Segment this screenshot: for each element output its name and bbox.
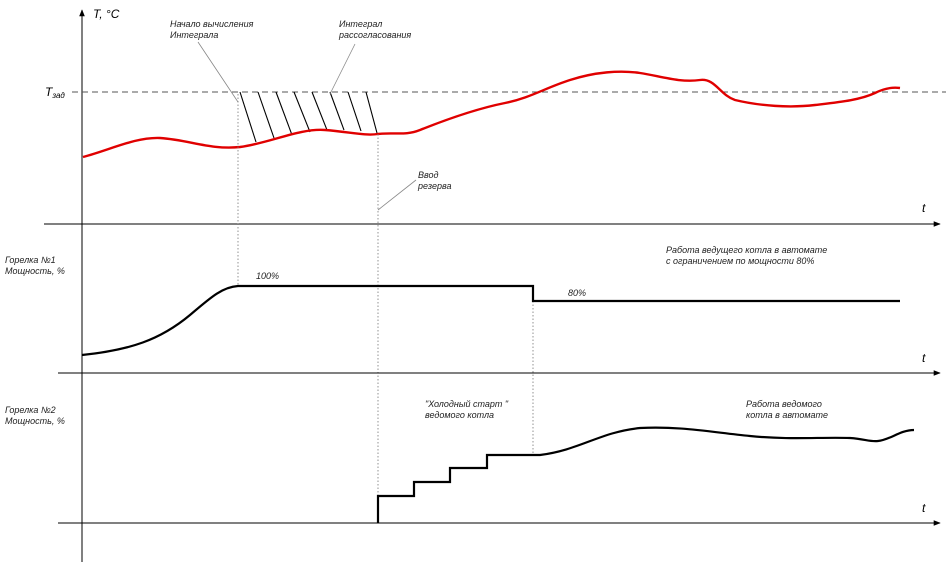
setpoint-label: Tзад: [45, 85, 65, 100]
integral-start-leader: [197, 41, 239, 103]
top-time-label: t: [922, 201, 926, 215]
burner1-level-80: 80%: [568, 288, 586, 298]
burner1-power-curve: [81, 284, 900, 357]
burner1-note-line1: Работа ведущего котла в автомате: [666, 245, 827, 255]
reserve-note-line1: Ввод: [418, 170, 439, 180]
cold-start-note-line2: ведомого котла: [425, 410, 494, 420]
burner2-label-line1: Горелка №2: [5, 405, 56, 415]
burner1-label-line1: Горелка №1: [5, 255, 56, 265]
integral-start-note-line1: Начало вычисления: [170, 19, 254, 29]
burner2-auto-note-line2: котла в автомате: [746, 410, 828, 420]
cold-start-note-line1: "Холодный старт ": [425, 399, 509, 409]
burner2-label-line2: Мощность, %: [5, 416, 65, 426]
temperature-curve: [82, 70, 901, 159]
burner2-power-curve: [376, 426, 915, 523]
burner1-label-line2: Мощность, %: [5, 266, 65, 276]
integral-note-line1: Интеграл: [339, 19, 382, 29]
burner2-auto-note-line1: Работа ведомого: [746, 399, 822, 409]
setpoint-label-sub: зад: [51, 91, 65, 100]
integral-leader: [329, 43, 356, 95]
reserve-leader: [377, 179, 417, 211]
integral-start-note-line2: Интеграла: [170, 30, 218, 40]
integral-hatch: [239, 91, 378, 143]
temperature-axis-label: T, °C: [93, 7, 120, 21]
bottom-time-label: t: [922, 501, 926, 515]
burner1-note-line2: с ограничением по мощности 80%: [666, 256, 814, 266]
middle-time-label: t: [922, 351, 926, 365]
setpoint-label-main: T: [45, 85, 54, 99]
burner1-level-100: 100%: [256, 271, 279, 281]
integral-note-line2: рассогласования: [338, 30, 411, 40]
reserve-note-line2: резерва: [417, 181, 452, 191]
